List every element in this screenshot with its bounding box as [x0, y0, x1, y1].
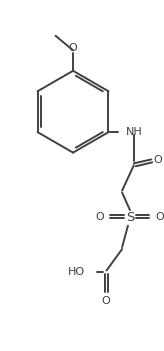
Text: NH: NH — [126, 127, 143, 137]
Text: O: O — [101, 296, 110, 306]
Text: O: O — [156, 212, 164, 222]
Text: HO: HO — [68, 267, 85, 277]
Text: S: S — [126, 211, 134, 224]
Text: O: O — [95, 212, 104, 222]
Text: O: O — [69, 44, 77, 53]
Text: O: O — [154, 155, 163, 165]
